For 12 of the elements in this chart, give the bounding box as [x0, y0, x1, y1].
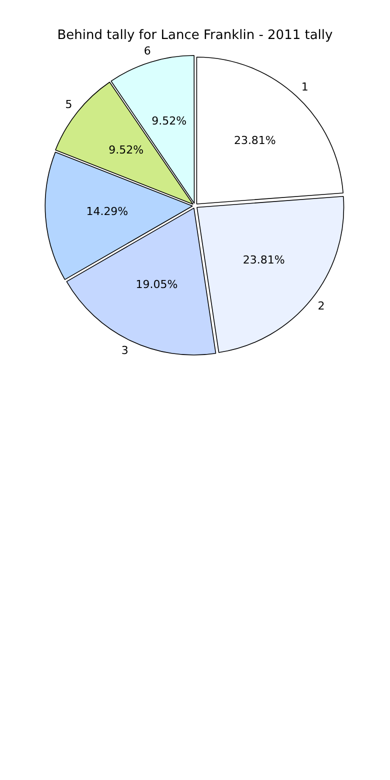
data-label: 14.29% [86, 205, 128, 218]
slice-label: 3 [121, 344, 128, 358]
data-label: 23.81% [234, 134, 276, 148]
slice-label: 1 [301, 80, 308, 94]
data-label: 23.81% [242, 254, 285, 267]
data-label: 9.52% [108, 144, 144, 157]
slice-label: 6 [144, 44, 151, 58]
slice-label: 5 [65, 98, 72, 111]
slice-label: 2 [318, 299, 325, 312]
chart-title: Behind tally for Lance Franklin - 2011 tally [57, 28, 334, 44]
data-label: 19.05% [136, 278, 178, 292]
data-label: 9.52% [152, 114, 187, 128]
